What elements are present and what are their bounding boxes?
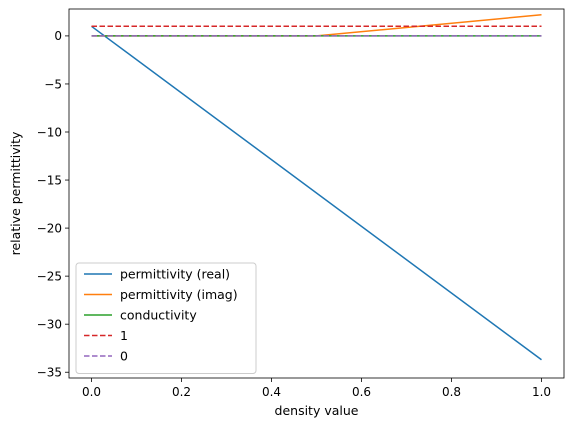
axes-frame [68,8,565,379]
plot-area [91,14,542,361]
y-tick-label: −5 [44,77,62,91]
legend-label-3: 1 [120,328,128,343]
x-tick-label: 0.0 [82,385,101,399]
y-tick-label: −10 [37,125,62,139]
legend-label-2: conductivity [120,308,197,323]
y-axis-label: relative permittivity [8,131,23,255]
y-tick-label: −30 [37,317,62,331]
x-axis-label: density value [275,403,359,418]
series-line-0 [91,25,542,361]
legend-box [75,262,257,374]
y-tick-label: −20 [37,221,62,235]
y-tick-label: −25 [37,269,62,283]
legend-label-0: permittivity (real) [120,267,230,282]
axes: 0.0 0.2 0.4 0.6 0.8 1.0 0 −5 −10 −15 −20 −25 −30 −35 [37,8,565,399]
legend-label-1: permittivity (imag) [120,287,238,302]
x-tick-label: 0.6 [352,385,371,399]
y-tick-label: 0 [54,29,62,43]
legend-label-4: 0 [120,349,128,364]
x-tick-label: 0.8 [442,385,461,399]
legend: permittivity (real) permittivity (imag) co… [75,262,257,374]
x-tick-label: 1.0 [532,385,551,399]
x-tick-label: 0.2 [172,385,191,399]
y-tick-label: −15 [37,173,62,187]
y-tick-label: −35 [37,366,62,380]
x-tick-label: 0.4 [262,385,281,399]
